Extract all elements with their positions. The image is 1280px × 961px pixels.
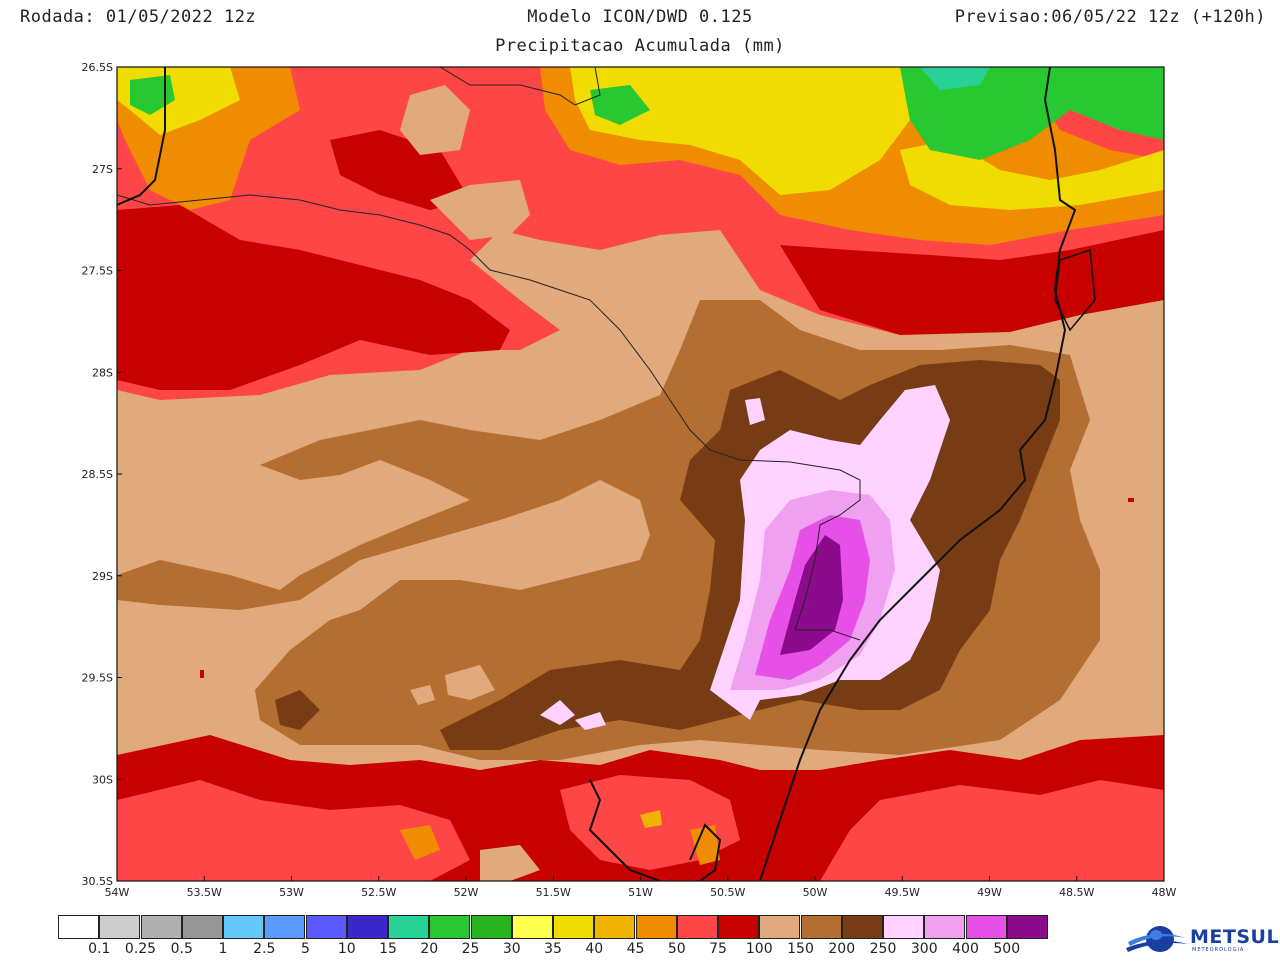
lon-tick-label: 51W — [628, 886, 653, 899]
lon-tick-label: 52W — [454, 886, 479, 899]
legend-label: 35 — [544, 941, 562, 957]
precipitation-field — [117, 67, 1164, 881]
precipitation-legend: 0.1 0.25 0.5 1 2.5 5 10 15 20 25 30 35 40 45 50 75 100 15… — [58, 915, 1048, 961]
legend-label: 30 — [502, 941, 521, 957]
legend-swatch — [924, 915, 966, 939]
lon-tick-label: 49W — [977, 886, 1002, 899]
lon-tick-label: 53.5W — [187, 886, 222, 899]
logo-tagline: METEOROLOGIA — [1192, 947, 1245, 953]
forecast-valid-label: Previsao:06/05/22 12z (+120h) — [954, 7, 1266, 27]
legend-swatch — [346, 915, 388, 939]
legend-label: 15 — [379, 941, 397, 957]
lon-tick-label: 48W — [1152, 886, 1177, 899]
legend-label: 0.5 — [170, 941, 193, 957]
lat-tick-label: 28.5S — [82, 468, 113, 481]
logo-wordmark: METSUL — [1190, 926, 1280, 948]
run-date-label: Rodada: 01/05/2022 12z — [20, 7, 257, 27]
legend-swatch — [1006, 915, 1048, 939]
lat-tick-label: 29S — [92, 570, 113, 583]
legend-label: 0.25 — [124, 941, 157, 957]
legend-swatch — [718, 915, 759, 939]
lon-tick-label: 54W — [105, 886, 130, 899]
lon-tick-label: 49.5W — [885, 886, 920, 899]
legend-label: 10 — [337, 941, 356, 957]
legend-swatch — [429, 915, 471, 939]
legend-label: 300 — [910, 941, 938, 957]
legend-swatch — [470, 915, 512, 939]
legend-label: 20 — [420, 941, 439, 957]
lat-tick-label: 27.5S — [82, 265, 113, 278]
lon-tick-label: 53W — [279, 886, 304, 899]
precipitation-map: 54W 53.5W 53W 52.5W 52W 51.5W 51W 50.5W 50W 49.5W… — [82, 61, 1177, 899]
legend-label: 75 — [709, 941, 727, 957]
legend-swatch — [841, 915, 883, 939]
lon-tick-label: 51.5W — [536, 886, 571, 899]
legend-swatch — [594, 915, 636, 939]
legend-swatch — [800, 915, 842, 939]
legend-label: 40 — [585, 941, 604, 957]
legend-label: 2.5 — [253, 941, 276, 957]
lat-tick-label: 30S — [92, 773, 113, 786]
legend-label: 50 — [667, 941, 686, 957]
legend-label: 150 — [787, 941, 814, 957]
model-title: Modelo ICON/DWD 0.125 — [527, 7, 753, 27]
legend-swatch — [553, 915, 594, 939]
legend-swatch — [883, 915, 924, 939]
legend-label: 25 — [461, 941, 480, 957]
legend-swatch — [676, 915, 718, 939]
lat-tick-label: 26.5S — [82, 61, 113, 74]
legend-swatch — [388, 915, 429, 939]
legend-swatch — [635, 915, 677, 939]
lat-tick-label: 28S — [92, 366, 113, 379]
legend-label: 500 — [993, 941, 1021, 957]
legend-label: 5 — [301, 941, 310, 957]
legend-swatch — [511, 915, 553, 939]
legend-label: 400 — [952, 941, 979, 957]
legend-label: 100 — [745, 941, 773, 957]
legend-label: 1 — [218, 941, 228, 957]
legend-label: 200 — [828, 941, 856, 957]
legend-label: 45 — [626, 941, 645, 957]
legend-swatch — [140, 915, 182, 939]
lon-tick-label: 50.5W — [710, 886, 745, 899]
latitude-axis: 26.5S 27S 27.5S 28S 28.5S 29S 29.5S 30S 30.5S — [82, 61, 122, 888]
legend-label: 250 — [869, 941, 897, 957]
boundaries — [117, 67, 1096, 881]
legend-swatch — [965, 915, 1007, 939]
globe-logo-icon — [1126, 926, 1188, 952]
legend-swatch — [99, 915, 141, 939]
legend-swatch — [181, 915, 223, 939]
lon-tick-label: 52.5W — [361, 886, 396, 899]
legend-swatch — [264, 915, 306, 939]
legend-swatch — [58, 915, 99, 939]
legend-swatch — [305, 915, 347, 939]
legend-label: 0.1 — [88, 941, 111, 957]
longitude-axis: 54W 53.5W 53W 52.5W 52W 51.5W 51W 50.5W 50W 49.5W… — [105, 876, 1177, 899]
legend-swatch — [759, 915, 801, 939]
map-subtitle: Precipitacao Acumulada (mm) — [495, 36, 785, 56]
metsul-logo: METSUL METEOROLOGIA — [1126, 922, 1280, 956]
lon-tick-label: 50W — [803, 886, 828, 899]
legend-swatch — [223, 915, 264, 939]
lon-tick-label: 48.5W — [1059, 886, 1094, 899]
lat-tick-label: 30.5S — [82, 875, 113, 888]
lat-tick-label: 29.5S — [82, 672, 113, 685]
lat-tick-label: 27S — [92, 163, 113, 176]
